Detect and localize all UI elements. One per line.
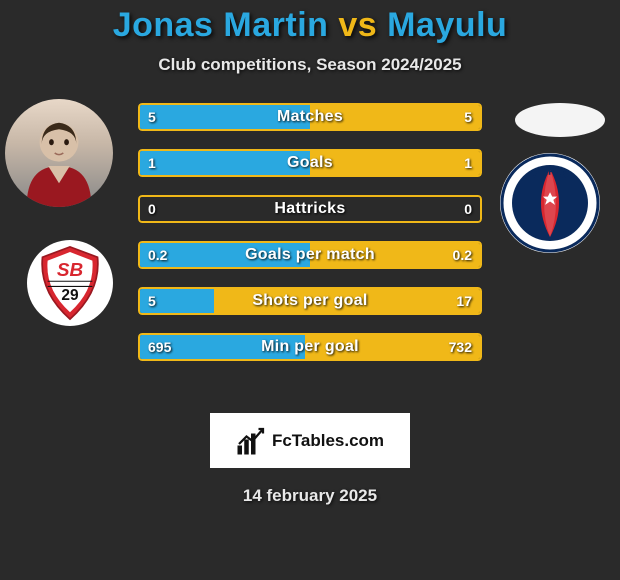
stat-fill-right bbox=[310, 151, 480, 175]
title-player2: Mayulu bbox=[387, 6, 507, 44]
stat-bars: Matches55 Goals11 Hattricks00 Goals per mat… bbox=[138, 103, 482, 361]
left-column: SB 29 bbox=[0, 103, 120, 393]
stat-fill-left bbox=[140, 105, 310, 129]
stat-fill-right bbox=[310, 243, 480, 267]
title-vs: vs bbox=[338, 6, 377, 44]
player1-avatar-icon bbox=[5, 99, 113, 207]
stat-row: Goals11 bbox=[138, 149, 482, 177]
stat-fill-left bbox=[140, 151, 310, 175]
page-title: Jonas Martin vs Mayulu bbox=[0, 6, 620, 45]
comparison-main: SB 29 PARIS Ma bbox=[0, 103, 620, 393]
stat-row: Min per goal695732 bbox=[138, 333, 482, 361]
stat-row: Goals per match0.20.2 bbox=[138, 241, 482, 269]
title-player1: Jonas Martin bbox=[113, 6, 329, 44]
club-left-icon: SB 29 bbox=[27, 240, 113, 326]
stat-fill-right bbox=[310, 105, 480, 129]
svg-text:SB: SB bbox=[57, 260, 83, 281]
stat-fill-right bbox=[214, 289, 480, 313]
brand-text: FcTables.com bbox=[272, 431, 384, 451]
comparison-card: Jonas Martin vs Mayulu Club competitions… bbox=[0, 0, 620, 506]
stat-row: Shots per goal517 bbox=[138, 287, 482, 315]
date-text: 14 february 2025 bbox=[0, 486, 620, 506]
stat-fill-left bbox=[140, 289, 214, 313]
fctables-logo-icon bbox=[236, 426, 266, 456]
right-column: PARIS bbox=[500, 103, 620, 393]
player1-avatar bbox=[5, 99, 113, 207]
svg-text:29: 29 bbox=[61, 287, 79, 304]
brand-box[interactable]: FcTables.com bbox=[210, 413, 410, 468]
subtitle: Club competitions, Season 2024/2025 bbox=[0, 55, 620, 75]
stat-row: Hattricks00 bbox=[138, 195, 482, 223]
stat-track bbox=[138, 195, 482, 223]
stat-fill-left bbox=[140, 243, 310, 267]
club-right-icon: PARIS bbox=[500, 153, 600, 253]
stat-fill-right bbox=[305, 335, 480, 359]
stat-fill-left bbox=[140, 335, 305, 359]
stat-row: Matches55 bbox=[138, 103, 482, 131]
player2-club-badge: PARIS bbox=[500, 153, 600, 253]
player1-club-badge: SB 29 bbox=[27, 240, 113, 326]
player2-avatar bbox=[515, 103, 605, 137]
